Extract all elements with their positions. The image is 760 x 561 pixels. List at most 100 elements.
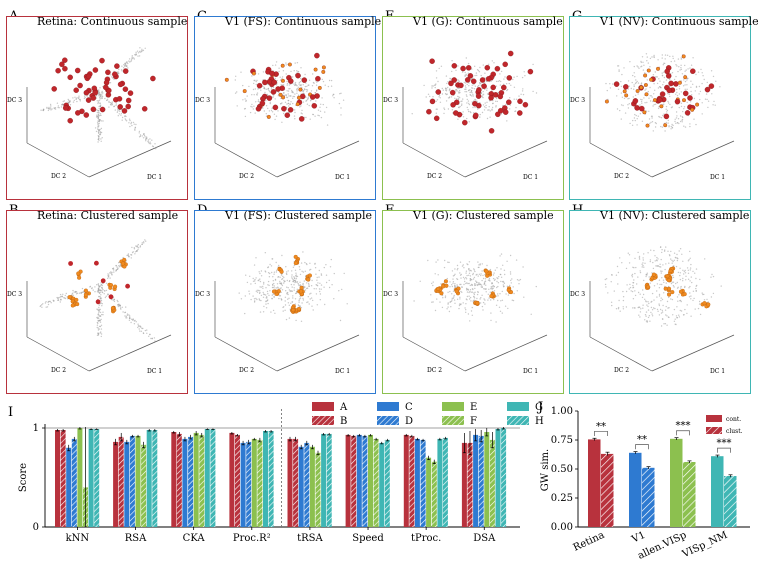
bar-Proc.R²-F — [257, 439, 263, 527]
bar-V1-cont. — [629, 452, 642, 527]
axis-label-dc1: DC 1 — [147, 368, 162, 375]
scatter-panel-F: V1 (G): Clustered sample DC 3 DC 2 DC 1 — [382, 209, 564, 394]
sample-points — [271, 254, 312, 314]
bar-RSA-H — [152, 430, 158, 527]
bar-Retina-cont. — [588, 439, 601, 527]
scatter-plot: DC 3 DC 2 DC 1 — [570, 246, 735, 375]
x-tick-label: CKA — [183, 533, 206, 544]
panel-title: Retina: Continuous sample — [37, 15, 188, 28]
scatter-panel-C: V1 (FS): Continuous sample DC 3 DC 2 DC 1 — [194, 15, 381, 200]
bar-RSA-F — [141, 444, 147, 527]
bar-tRSA-F — [315, 452, 321, 528]
background-points — [39, 239, 156, 342]
panel-title: V1 (G): Continuous sample — [413, 15, 563, 28]
bar-CKA-A — [171, 432, 177, 527]
bar-Proc.R²-D — [246, 441, 252, 527]
bar-DSA-E — [484, 432, 490, 527]
x-tick-label: tRSA — [297, 533, 323, 544]
legend-label-G: G — [535, 402, 543, 413]
axes-3d: DC 3 DC 2 DC 1 — [383, 281, 548, 375]
legend-label-cont: cont. — [726, 416, 741, 423]
x-tick-label: Proc.R² — [233, 533, 271, 544]
bar-tRSA-B — [293, 438, 299, 527]
axis-label-dc3: DC 3 — [570, 97, 585, 104]
bar-Proc.R²-E — [251, 438, 257, 527]
axis-label-dc3: DC 3 — [383, 97, 398, 104]
axis-label-dc3: DC 3 — [570, 291, 585, 298]
bar-Speed-F — [373, 438, 379, 527]
axis-label-dc1: DC 1 — [335, 368, 350, 375]
bar-RSA-A — [113, 441, 119, 527]
y-axis-label: GW sim. — [540, 449, 551, 491]
bar-kNN-C — [66, 447, 72, 527]
bar-CKA-E — [193, 432, 199, 527]
x-tick-label: V1 — [629, 530, 647, 546]
panel-title: Retina: Clustered sample — [37, 209, 179, 222]
scatter-panel-A: Retina: Continuous sample DC 3 DC 2 DC 1 — [6, 15, 188, 200]
bar-DSA-D — [478, 435, 484, 527]
bar-CKA-G — [204, 429, 210, 527]
x-tick-label: Speed — [352, 533, 384, 544]
axis-label-dc1: DC 1 — [523, 174, 538, 181]
bar-tProc.-F — [431, 461, 437, 527]
bar-CKA-H — [210, 429, 216, 527]
axes-3d: DC 3 DC 2 DC 1 — [195, 87, 360, 181]
bar-tProc.-C — [414, 438, 420, 527]
bar-RSA-E — [135, 435, 141, 527]
axis-label-dc3: DC 3 — [195, 97, 210, 104]
bar-DSA-A — [461, 442, 467, 527]
y-tick-label: 0.50 — [551, 464, 573, 475]
axes-3d: DC 3 DC 2 DC 1 — [570, 87, 735, 181]
bar-DSA-G — [495, 429, 501, 527]
bar-DSA-H — [501, 428, 507, 527]
bar-Speed-D — [362, 435, 368, 527]
y-tick-label: 0.75 — [551, 435, 573, 446]
axes-3d: DC 3 DC 2 DC 1 — [7, 281, 172, 375]
scatter-plot: DC 3 DC 2 DC 1 — [195, 251, 360, 375]
y-axis-label: Score — [18, 463, 29, 492]
significance-bracket — [717, 447, 731, 453]
legend-swatch-E — [442, 402, 464, 411]
bar-VISp_NM-cont. — [711, 456, 724, 527]
panel-label-I: I — [8, 405, 14, 420]
bar-Proc.R²-G — [263, 431, 268, 527]
bar-Speed-E — [368, 434, 373, 527]
y-tick-label: 0.00 — [551, 522, 573, 533]
legend-label-H: H — [535, 416, 544, 427]
panel-title: V1 (G): Clustered sample — [413, 209, 554, 222]
axis-label-dc3: DC 3 — [195, 291, 210, 298]
axis-label-dc2: DC 2 — [614, 173, 629, 180]
bar-kNN-D — [71, 438, 77, 527]
legend-swatch-D — [377, 416, 399, 425]
y-tick-label: 0.25 — [551, 493, 573, 504]
legend-label-D: D — [405, 416, 413, 427]
axis-label-dc2: DC 2 — [427, 173, 442, 180]
scatter-panel-E: V1 (G): Continuous sample DC 3 DC 2 DC 1 — [382, 15, 564, 200]
axis-label-dc1: DC 1 — [147, 174, 162, 181]
x-tick-label: tProc. — [411, 533, 441, 544]
scatter-plot: DC 3 DC 2 DC 1 — [7, 47, 172, 181]
bar-Speed-B — [351, 435, 357, 527]
scatter-plot: DC 3 DC 2 DC 1 — [7, 239, 172, 375]
bar-kNN-A — [55, 430, 60, 527]
significance-bracket — [676, 430, 690, 436]
bar-Proc.R²-H — [268, 431, 274, 527]
legend-label-C: C — [405, 402, 413, 413]
bar-tRSA-H — [326, 433, 332, 527]
panel-title: V1 (FS): Clustered sample — [225, 209, 372, 222]
legend-swatch-B — [312, 416, 334, 425]
bar-CKA-B — [176, 433, 182, 527]
legend-label-E: E — [470, 402, 477, 413]
bar-tRSA-A — [287, 438, 293, 527]
bar-kNN-G — [88, 429, 94, 527]
bar-DSA-F — [489, 439, 495, 527]
bar-Speed-A — [345, 434, 351, 527]
axes-3d: DC 3 DC 2 DC 1 — [570, 281, 735, 375]
bar-Proc.R²-C — [240, 442, 246, 527]
panel-title: V1 (FS): Continuous sample — [225, 15, 382, 28]
bar-allen.VISp-clust. — [683, 462, 696, 527]
significance-label: ** — [596, 421, 606, 432]
legend-label-A: A — [339, 402, 348, 413]
panel-title: V1 (NV): Continuous sample — [600, 15, 759, 28]
